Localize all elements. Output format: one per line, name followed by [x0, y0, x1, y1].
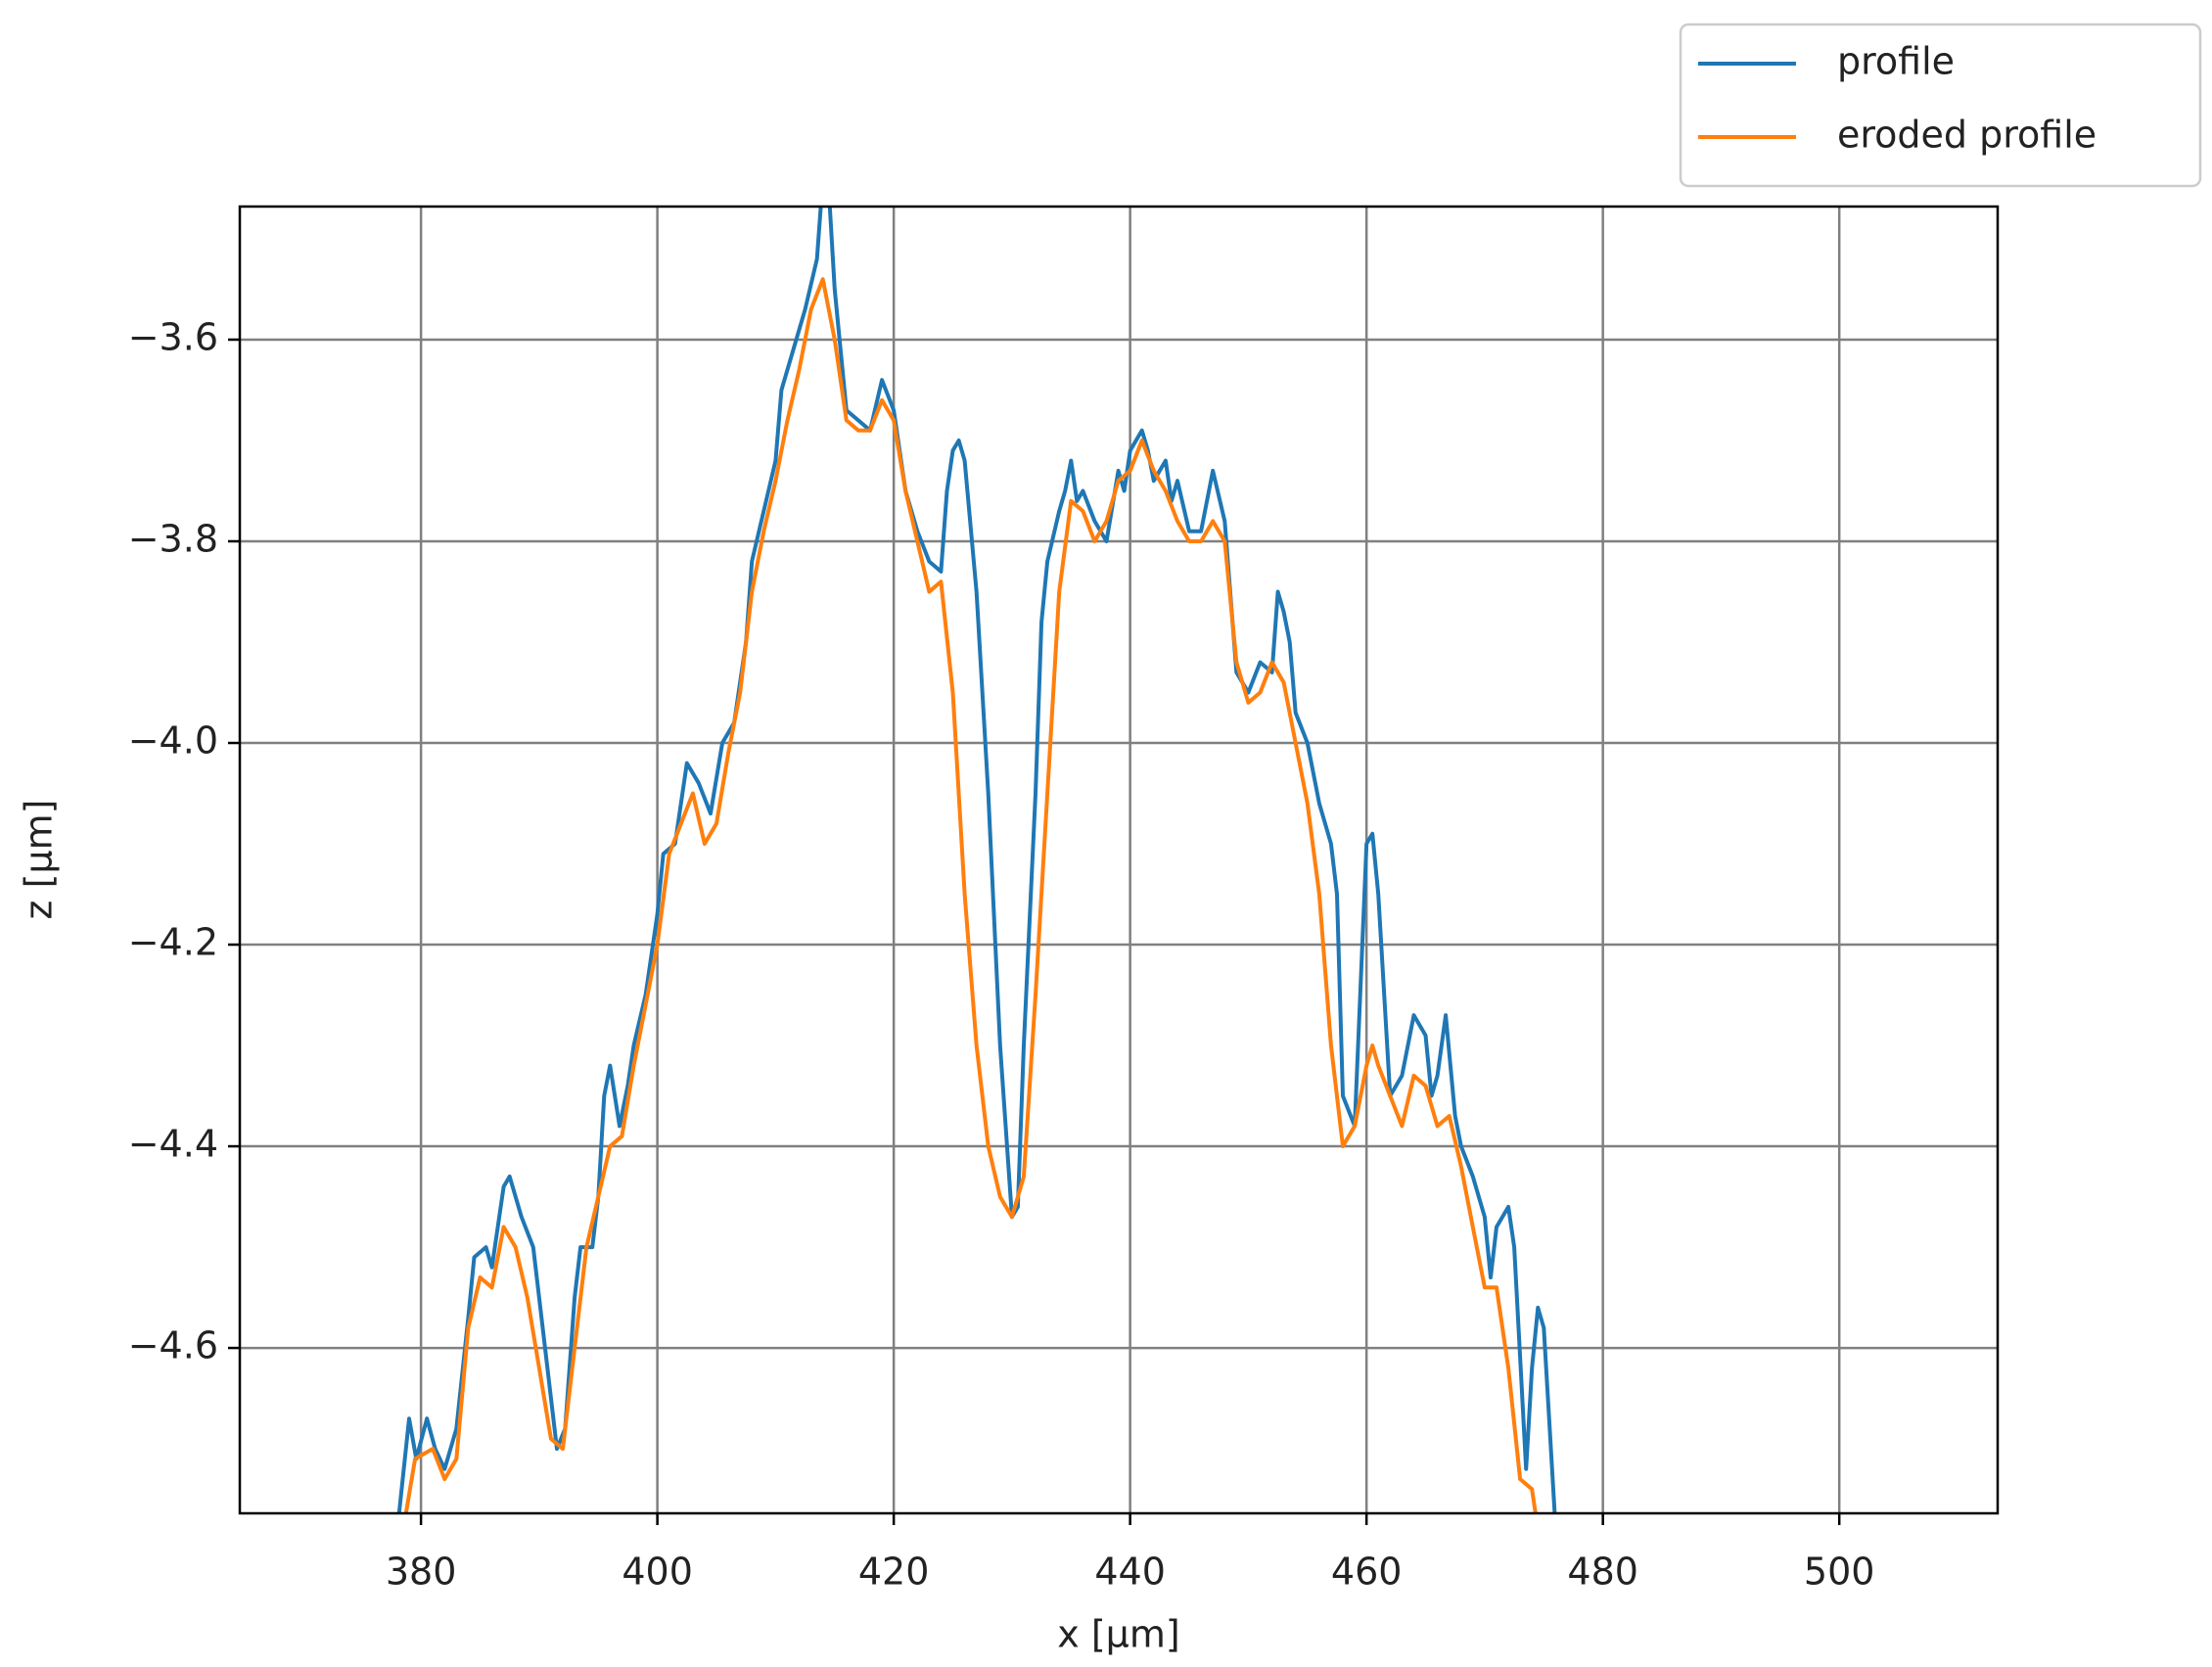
x-tick-label: 460	[1331, 1551, 1403, 1594]
y-tick-label: −4.6	[128, 1324, 218, 1367]
series-line	[396, 207, 1557, 1513]
x-tick-label: 420	[858, 1551, 930, 1594]
y-tick-label: −4.4	[128, 1123, 218, 1166]
series-line	[403, 277, 1538, 1513]
legend-box	[1679, 23, 2202, 188]
x-tick-label: 500	[1804, 1551, 1875, 1594]
grid	[240, 207, 1998, 1513]
x-tick-label: 440	[1094, 1551, 1166, 1594]
y-tick-label: −4.0	[128, 719, 218, 763]
x-tick-label: 400	[622, 1551, 693, 1594]
x-axis-label: x [µm]	[1057, 1613, 1179, 1656]
legend-label: eroded profile	[1837, 114, 2097, 157]
y-axis-label: z [µm]	[18, 800, 61, 920]
y-tick-label: −4.2	[128, 921, 218, 964]
y-tick-label: −3.8	[128, 517, 218, 560]
plot-lines	[396, 207, 1557, 1513]
ticks: 380 400 420 440 460 480 500 −4.6 −4.4 −4.2 −4.0 −3.…	[128, 315, 1875, 1593]
y-tick-label: −3.6	[128, 315, 218, 358]
legend: profile eroded profile	[1679, 23, 2202, 188]
legend-label: profile	[1837, 40, 1955, 83]
x-tick-label: 480	[1567, 1551, 1638, 1594]
x-tick-label: 380	[386, 1551, 457, 1594]
plot-frame	[238, 205, 2000, 1515]
